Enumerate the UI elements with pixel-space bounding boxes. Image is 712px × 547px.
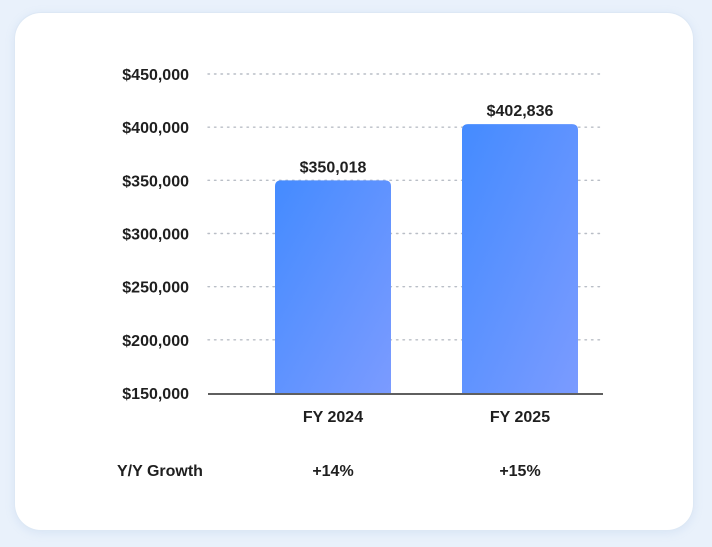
y-tick-label: $450,000 <box>122 67 189 84</box>
y-tick-label: $150,000 <box>122 386 189 403</box>
y-tick-label: $400,000 <box>122 120 189 137</box>
y-tick-label: $350,000 <box>122 173 189 190</box>
bar-fy-2024 <box>275 180 391 393</box>
bar-value-label: $350,018 <box>300 159 367 176</box>
bar-value-label: $402,836 <box>487 103 554 120</box>
y-tick-label: $250,000 <box>122 280 189 297</box>
growth-row-label: Y/Y Growth <box>117 463 203 480</box>
growth-row: Y/Y Growth +14% +15% <box>117 463 541 480</box>
growth-value: +14% <box>312 463 353 480</box>
y-tick-label: $300,000 <box>122 227 189 244</box>
bars: $350,018 $402,836 <box>275 103 578 393</box>
y-axis-ticks: $450,000 $400,000 $350,000 $300,000 $250,000… <box>122 67 189 403</box>
x-category-label: FY 2025 <box>490 409 550 426</box>
x-category-label: FY 2024 <box>303 409 363 426</box>
y-tick-label: $200,000 <box>122 333 189 350</box>
growth-value: +15% <box>499 463 540 480</box>
gridlines <box>207 73 604 341</box>
category-labels: FY 2024 FY 2025 <box>303 409 550 426</box>
bar-fy-2025 <box>462 124 578 393</box>
